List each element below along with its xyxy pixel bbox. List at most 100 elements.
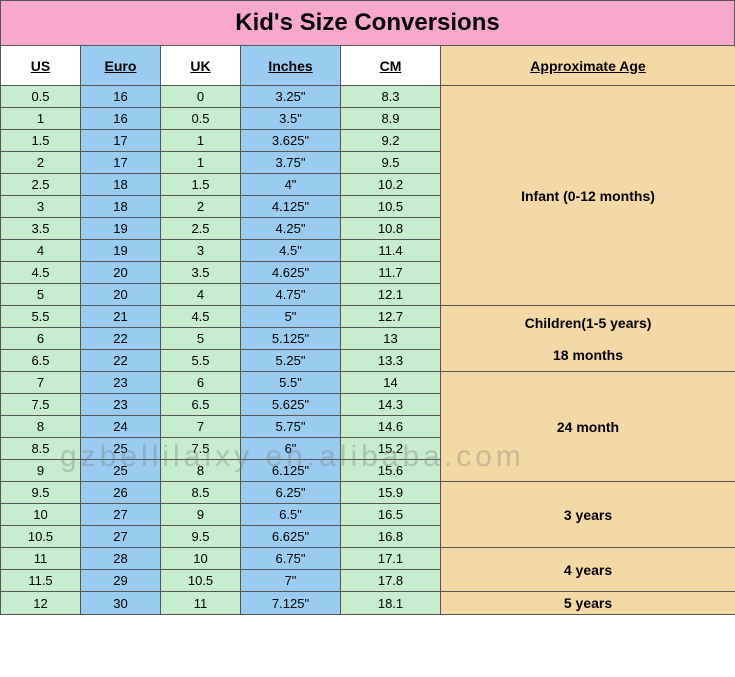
cell-us: 9.5: [1, 482, 81, 504]
age-group-cell: 4 years: [441, 548, 735, 592]
cell-uk: 4: [161, 284, 241, 306]
cell-cm: 17.8: [341, 570, 441, 592]
cell-cm: 10.2: [341, 174, 441, 196]
cell-euro: 23: [81, 372, 161, 394]
col-header-age: Approximate Age: [441, 46, 735, 86]
table-row: 9.5268.56.25"15.93 years: [1, 482, 735, 504]
cell-us: 3.5: [1, 218, 81, 240]
cell-uk: 9.5: [161, 526, 241, 548]
cell-euro: 25: [81, 438, 161, 460]
cell-us: 11: [1, 548, 81, 570]
col-header-us: US: [1, 46, 81, 86]
cell-us: 10: [1, 504, 81, 526]
cell-uk: 1: [161, 130, 241, 152]
cell-us: 9: [1, 460, 81, 482]
cell-uk: 8: [161, 460, 241, 482]
cell-euro: 18: [81, 174, 161, 196]
col-header-euro: Euro: [81, 46, 161, 86]
cell-uk: 6: [161, 372, 241, 394]
cell-uk: 4.5: [161, 306, 241, 328]
cell-euro: 28: [81, 548, 161, 570]
cell-uk: 8.5: [161, 482, 241, 504]
cell-uk: 10.5: [161, 570, 241, 592]
cell-cm: 11.7: [341, 262, 441, 284]
cell-euro: 16: [81, 108, 161, 130]
cell-us: 7.5: [1, 394, 81, 416]
cell-cm: 15.6: [341, 460, 441, 482]
cell-us: 5.5: [1, 306, 81, 328]
cell-uk: 5.5: [161, 350, 241, 372]
cell-euro: 30: [81, 592, 161, 615]
cell-euro: 25: [81, 460, 161, 482]
cell-euro: 27: [81, 526, 161, 548]
cell-inches: 4.25": [241, 218, 341, 240]
table-row: 0.51603.25"8.3Infant (0-12 months): [1, 86, 735, 108]
cell-cm: 14.3: [341, 394, 441, 416]
cell-us: 2: [1, 152, 81, 174]
cell-euro: 24: [81, 416, 161, 438]
cell-cm: 18.1: [341, 592, 441, 615]
table-row: 5.5214.55"12.7Children(1-5 years)18 mont…: [1, 306, 735, 328]
cell-euro: 22: [81, 328, 161, 350]
cell-cm: 13.3: [341, 350, 441, 372]
cell-inches: 3.625": [241, 130, 341, 152]
cell-inches: 3.5": [241, 108, 341, 130]
cell-uk: 5: [161, 328, 241, 350]
cell-cm: 14.6: [341, 416, 441, 438]
cell-cm: 16.8: [341, 526, 441, 548]
cell-euro: 18: [81, 196, 161, 218]
cell-inches: 4.125": [241, 196, 341, 218]
cell-inches: 4.625": [241, 262, 341, 284]
cell-euro: 27: [81, 504, 161, 526]
size-conversion-table: US Euro UK Inches CM Approximate Age 0.5…: [0, 45, 735, 615]
cell-us: 4: [1, 240, 81, 262]
cell-euro: 20: [81, 262, 161, 284]
cell-us: 7: [1, 372, 81, 394]
cell-cm: 9.2: [341, 130, 441, 152]
cell-inches: 7": [241, 570, 341, 592]
cell-uk: 7: [161, 416, 241, 438]
cell-us: 10.5: [1, 526, 81, 548]
cell-uk: 3: [161, 240, 241, 262]
cell-inches: 6.75": [241, 548, 341, 570]
cell-uk: 0.5: [161, 108, 241, 130]
cell-us: 12: [1, 592, 81, 615]
cell-cm: 10.8: [341, 218, 441, 240]
cell-us: 1: [1, 108, 81, 130]
cell-euro: 19: [81, 218, 161, 240]
cell-euro: 16: [81, 86, 161, 108]
cell-uk: 3.5: [161, 262, 241, 284]
cell-inches: 5.75": [241, 416, 341, 438]
cell-uk: 10: [161, 548, 241, 570]
cell-us: 6: [1, 328, 81, 350]
cell-uk: 0: [161, 86, 241, 108]
cell-euro: 20: [81, 284, 161, 306]
cell-inches: 6.25": [241, 482, 341, 504]
cell-inches: 6": [241, 438, 341, 460]
cell-us: 11.5: [1, 570, 81, 592]
cell-euro: 17: [81, 130, 161, 152]
cell-us: 1.5: [1, 130, 81, 152]
age-group-cell: Children(1-5 years)18 months: [441, 306, 735, 372]
page-title: Kid's Size Conversions: [0, 0, 735, 45]
cell-uk: 9: [161, 504, 241, 526]
table-row: 1230117.125"18.15 years: [1, 592, 735, 615]
cell-inches: 4": [241, 174, 341, 196]
cell-cm: 12.7: [341, 306, 441, 328]
cell-us: 4.5: [1, 262, 81, 284]
cell-cm: 16.5: [341, 504, 441, 526]
cell-inches: 3.75": [241, 152, 341, 174]
cell-cm: 15.2: [341, 438, 441, 460]
cell-uk: 1: [161, 152, 241, 174]
cell-us: 8.5: [1, 438, 81, 460]
cell-us: 5: [1, 284, 81, 306]
cell-inches: 5.625": [241, 394, 341, 416]
cell-inches: 6.5": [241, 504, 341, 526]
age-group-cell: 24 month: [441, 372, 735, 482]
cell-inches: 7.125": [241, 592, 341, 615]
age-group-cell: 5 years: [441, 592, 735, 615]
cell-inches: 3.25": [241, 86, 341, 108]
cell-cm: 8.9: [341, 108, 441, 130]
cell-uk: 2.5: [161, 218, 241, 240]
cell-cm: 8.3: [341, 86, 441, 108]
